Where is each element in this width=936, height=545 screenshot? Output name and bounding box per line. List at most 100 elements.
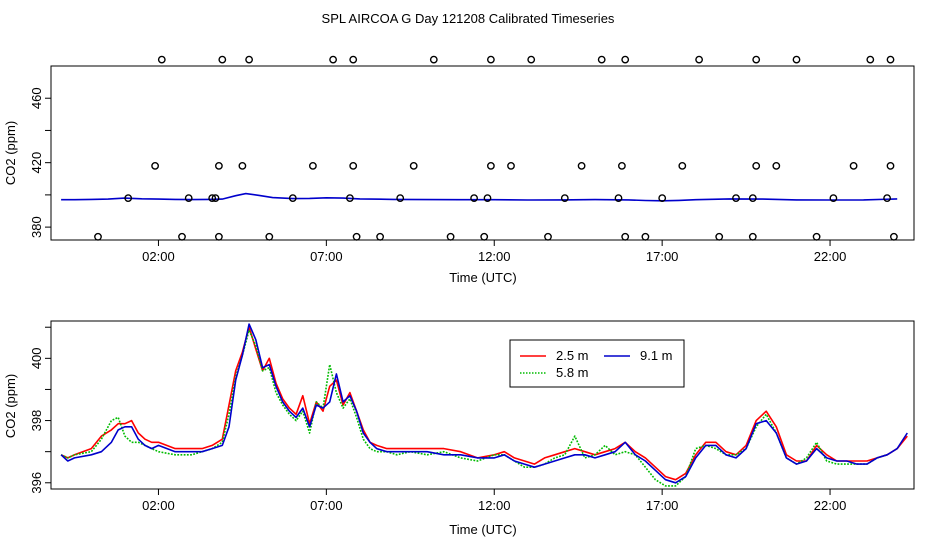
top-point-7: [211, 194, 220, 203]
top-point-55: [849, 161, 858, 170]
top-point-20: [352, 232, 361, 241]
bottom-x-tick-label-12-00: 12:00: [478, 498, 511, 513]
top-point-2: [151, 161, 160, 170]
top-point-38: [618, 161, 626, 170]
top-point-5: [184, 194, 193, 203]
top-point-42: [658, 194, 667, 203]
top-y-tick-label-380: 380: [29, 216, 44, 238]
top-point-17: [345, 194, 354, 203]
top-point-3: [157, 55, 166, 64]
top-point-10: [218, 55, 227, 64]
top-point-12: [245, 55, 254, 64]
top-point-37: [614, 194, 623, 203]
top-point-43: [678, 161, 687, 170]
top-point-44: [695, 55, 703, 64]
top-point-58: [886, 161, 895, 170]
top-x-tick-label-02-00: 02:00: [142, 249, 175, 264]
top-point-49: [752, 161, 761, 170]
bottom-x-axis-label: Time (UTC): [449, 522, 516, 537]
top-point-27: [480, 232, 489, 241]
top-point-14: [288, 194, 297, 203]
top-x-tick-label-07-00: 07:00: [310, 249, 343, 264]
top-point-11: [238, 161, 247, 170]
series-line-2-5-m: [60, 326, 908, 481]
legend-label-9-1m: 9.1 m: [640, 348, 673, 363]
top-point-52: [792, 55, 801, 64]
top-point-33: [544, 232, 552, 241]
top-x-tick-label-17-00: 17:00: [646, 249, 679, 264]
bottom-x-axis: 02:00 07:00 12:00 17:00 22:00: [142, 489, 846, 513]
top-point-8: [214, 232, 223, 241]
top-point-45: [715, 232, 724, 241]
top-point-46: [732, 194, 740, 203]
top-plot-frame: [50, 65, 915, 241]
bottom-y-tick-label-396: 396: [29, 472, 44, 494]
top-x-tick-label-12-00: 12:00: [478, 249, 511, 264]
bottom-plot-frame: [50, 320, 915, 490]
top-point-56: [866, 55, 875, 64]
top-point-35: [577, 161, 586, 170]
top-y-tick-label-420: 420: [29, 152, 44, 174]
top-y-tick-label-460: 460: [29, 87, 44, 109]
top-series-polyline: [61, 192, 898, 202]
top-point-34: [560, 194, 569, 203]
top-point-15: [308, 161, 317, 170]
series-line-9-1-m: [60, 323, 908, 484]
top-point-1: [124, 194, 133, 203]
top-x-axis-label: Time (UTC): [449, 270, 516, 285]
top-point-21: [376, 232, 384, 241]
top-y-axis-label: CO2 (ppm): [3, 121, 18, 185]
bottom-y-axis: 396 398 400: [29, 326, 51, 494]
top-point-18: [349, 161, 358, 170]
top-point-50: [752, 55, 761, 64]
top-point-6: [208, 194, 217, 203]
top-point-22: [396, 194, 405, 203]
top-point-57: [883, 194, 891, 203]
bottom-y-tick-label-400: 400: [29, 347, 44, 369]
top-point-32: [527, 55, 536, 64]
top-point-24: [429, 55, 438, 64]
top-points: [94, 55, 898, 241]
top-point-53: [812, 232, 821, 241]
top-point-47: [748, 232, 757, 241]
bottom-x-tick-label-02-00: 02:00: [142, 498, 175, 513]
bottom-y-tick-label-398: 398: [29, 410, 44, 432]
top-point-9: [214, 161, 223, 170]
top-point-0: [94, 232, 102, 241]
legend-label-5-8m: 5.8 m: [556, 365, 589, 380]
bottom-panel: 02:00 07:00 12:00 17:00 22:00 396 398 400 Time…: [3, 320, 915, 537]
chart-title: SPL AIRCOA G Day 121208 Calibrated Times…: [322, 11, 615, 26]
top-point-40: [621, 232, 630, 241]
top-point-19: [349, 55, 358, 64]
top-x-axis: 02:00 07:00 12:00 17:00 22:00: [142, 240, 846, 264]
top-point-25: [446, 232, 455, 241]
top-point-59: [886, 55, 895, 64]
legend: 2.5 m 5.8 m 9.1 m: [509, 339, 685, 388]
top-point-26: [470, 194, 478, 203]
top-point-13: [265, 232, 274, 241]
legend-label-2-5m: 2.5 m: [556, 348, 589, 363]
bottom-series-lines: [60, 323, 908, 487]
bottom-x-tick-label-17-00: 17:00: [646, 498, 679, 513]
top-x-tick-label-22-00: 22:00: [814, 249, 847, 264]
bottom-x-tick-label-07-00: 07:00: [310, 498, 343, 513]
top-panel: 02:00 07:00 12:00 17:00 22:00 380 420 460 Time…: [3, 55, 915, 285]
legend-box: [509, 339, 685, 388]
top-point-60: [890, 232, 898, 241]
top-point-51: [772, 161, 781, 170]
top-point-16: [329, 55, 337, 64]
top-point-23: [409, 161, 418, 170]
top-point-28: [483, 194, 492, 203]
bottom-y-axis-label: CO2 (ppm): [3, 374, 18, 438]
bottom-x-tick-label-22-00: 22:00: [814, 498, 847, 513]
top-point-4: [178, 232, 186, 241]
series-line-5-8-m: [60, 329, 888, 487]
top-y-axis: 380 420 460: [29, 87, 51, 238]
top-point-41: [641, 232, 650, 241]
top-series-line: [61, 192, 898, 202]
top-point-31: [507, 161, 515, 170]
top-point-54: [829, 194, 838, 203]
top-point-29: [486, 161, 495, 170]
